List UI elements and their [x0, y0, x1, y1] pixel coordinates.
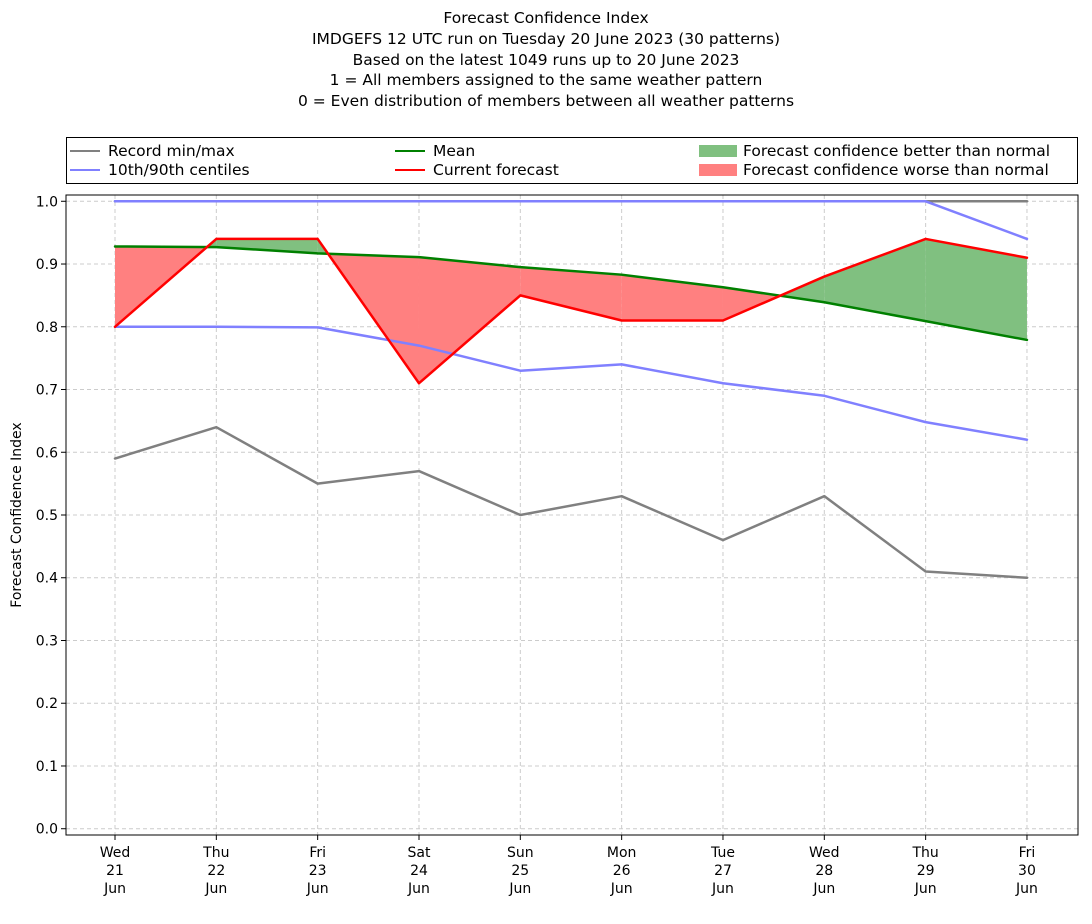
y-tick-label: 0.5: [36, 508, 58, 524]
title-line-4: 1 = All members assigned to the same wea…: [329, 71, 763, 90]
series-90th-centile: [113, 200, 1029, 241]
x-tick-label-part: Jun: [711, 881, 734, 897]
legend-label-centiles: 10th/90th centiles: [108, 161, 250, 179]
fill-better-than-normal: [216, 238, 318, 254]
x-tick-label-part: Wed: [100, 845, 131, 861]
x-axis: Wed 21 Jun Thu 22 Jun Fri 23 Jun Sat 24 Jun Sun 25 Jun…: [100, 835, 1038, 897]
y-tick-label: 0.2: [36, 696, 58, 712]
legend-item-record: Record min/max: [67, 142, 235, 160]
legend-swatch-better: [699, 144, 737, 157]
x-tick-label: Thu 29 Jun: [911, 845, 938, 897]
x-tick-label: Fri 30 Jun: [1015, 845, 1038, 897]
legend-label-better: Forecast confidence better than normal: [743, 142, 1051, 160]
x-tick-label-part: Jun: [914, 881, 937, 897]
legend-item-mean: Mean: [392, 142, 475, 160]
series-record-min: [113, 425, 1029, 579]
y-tick-label: 0.4: [36, 571, 58, 587]
legend-item-current: Current forecast: [392, 161, 559, 179]
legend-swatch-current: [395, 168, 425, 171]
x-tick-label-part: Thu: [911, 845, 938, 861]
title-line-2: IMDGEFS 12 UTC run on Tuesday 20 June 20…: [311, 29, 781, 48]
x-tick-label: Mon 26 Jun: [607, 845, 637, 897]
legend-swatch-worse: [699, 163, 737, 176]
series-mean: [113, 245, 1029, 342]
legend-swatch-record: [70, 149, 100, 152]
y-tick-label: 0.1: [36, 759, 58, 775]
x-tick-label: Tue 27 Jun: [710, 845, 735, 897]
legend: Record min/max 10th/90th centiles Mean C…: [66, 137, 1078, 184]
x-tick-label-part: 23: [309, 863, 327, 879]
x-tick-label: Sat 24 Jun: [407, 845, 431, 897]
x-tick-label-part: 22: [207, 863, 225, 879]
x-tick-label: Wed 21 Jun: [100, 845, 131, 897]
chart-title: Forecast Confidence Index IMDGEFS 12 UTC…: [0, 8, 1092, 112]
series-10th-centile: [113, 325, 1029, 441]
x-tick-label-part: Thu: [202, 845, 229, 861]
y-tick-label: 1.0: [36, 194, 58, 210]
x-tick-label-part: 30: [1018, 863, 1036, 879]
series-lines: [113, 200, 1029, 579]
x-tick-label: Sun 25 Jun: [507, 845, 534, 897]
fill-worse-than-normal: [722, 287, 781, 321]
fill-worse-than-normal: [418, 257, 521, 384]
y-axis: 0.0 0.1 0.2 0.3 0.4 0.5 0.6 0.7 0.8 0.9 1.0: [36, 194, 66, 838]
x-tick-label-part: Jun: [407, 881, 430, 897]
y-tick-label: 0.7: [36, 383, 58, 399]
y-tick-label: 0.9: [36, 257, 58, 273]
legend-item-better: Forecast confidence better than normal: [699, 142, 1050, 160]
legend-item-centiles: 10th/90th centiles: [67, 161, 250, 179]
x-tick-label-part: Jun: [103, 881, 126, 897]
x-tick-label-part: Jun: [1015, 881, 1038, 897]
x-tick-label-part: 21: [106, 863, 124, 879]
legend-swatch-centiles: [70, 168, 100, 171]
title-line-5: 0 = Even distribution of members between…: [297, 92, 795, 111]
x-tick-label-part: Jun: [812, 881, 835, 897]
fill-worse-than-normal: [621, 274, 723, 321]
legend-label-worse: Forecast confidence worse than normal: [743, 161, 1049, 179]
x-tick-label-part: Jun: [306, 881, 329, 897]
series-current-forecast: [113, 237, 1029, 385]
x-tick-label-part: 27: [714, 863, 732, 879]
x-tick-label: Wed 28 Jun: [809, 845, 840, 897]
legend-item-worse: Forecast confidence worse than normal: [699, 161, 1049, 179]
x-tick-label-part: Sun: [507, 845, 534, 861]
x-tick-label: Thu 22 Jun: [202, 845, 229, 897]
fill-better-than-normal: [925, 238, 1027, 340]
x-tick-label-part: 29: [917, 863, 935, 879]
x-tick-label-part: Jun: [204, 881, 227, 897]
x-tick-label-part: 26: [613, 863, 631, 879]
legend-label-record: Record min/max: [108, 142, 235, 160]
x-tick-label-part: Sat: [408, 845, 431, 861]
y-tick-label: 0.0: [36, 822, 58, 838]
title-line-1: Forecast Confidence Index: [443, 9, 649, 27]
x-tick-label-part: Fri: [309, 845, 326, 861]
y-tick-label: 0.8: [36, 320, 58, 336]
y-axis-label: Forecast Confidence Index: [9, 422, 25, 607]
x-tick-label-part: Mon: [607, 845, 637, 861]
legend-label-mean: Mean: [433, 142, 476, 160]
x-tick-label-part: Jun: [610, 881, 633, 897]
confidence-fills: [115, 238, 1027, 384]
fill-better-than-normal: [780, 276, 825, 303]
x-tick-label-part: Tue: [710, 845, 735, 861]
x-tick-label-part: 25: [511, 863, 529, 879]
title-line-3: Based on the latest 1049 runs up to 20 J…: [352, 50, 740, 69]
x-tick-label-part: 28: [815, 863, 833, 879]
legend-label-current: Current forecast: [433, 161, 559, 179]
x-tick-label-part: Jun: [508, 881, 531, 897]
fill-better-than-normal: [824, 238, 926, 322]
y-tick-label: 0.6: [36, 445, 58, 461]
x-tick-label-part: Fri: [1019, 845, 1036, 861]
fill-worse-than-normal: [520, 267, 622, 321]
x-tick-label-part: 24: [410, 863, 428, 879]
x-tick-label-part: Wed: [809, 845, 840, 861]
y-tick-label: 0.3: [36, 633, 58, 649]
x-tick-label: Fri 23 Jun: [306, 845, 329, 897]
legend-swatch-mean: [395, 149, 425, 152]
